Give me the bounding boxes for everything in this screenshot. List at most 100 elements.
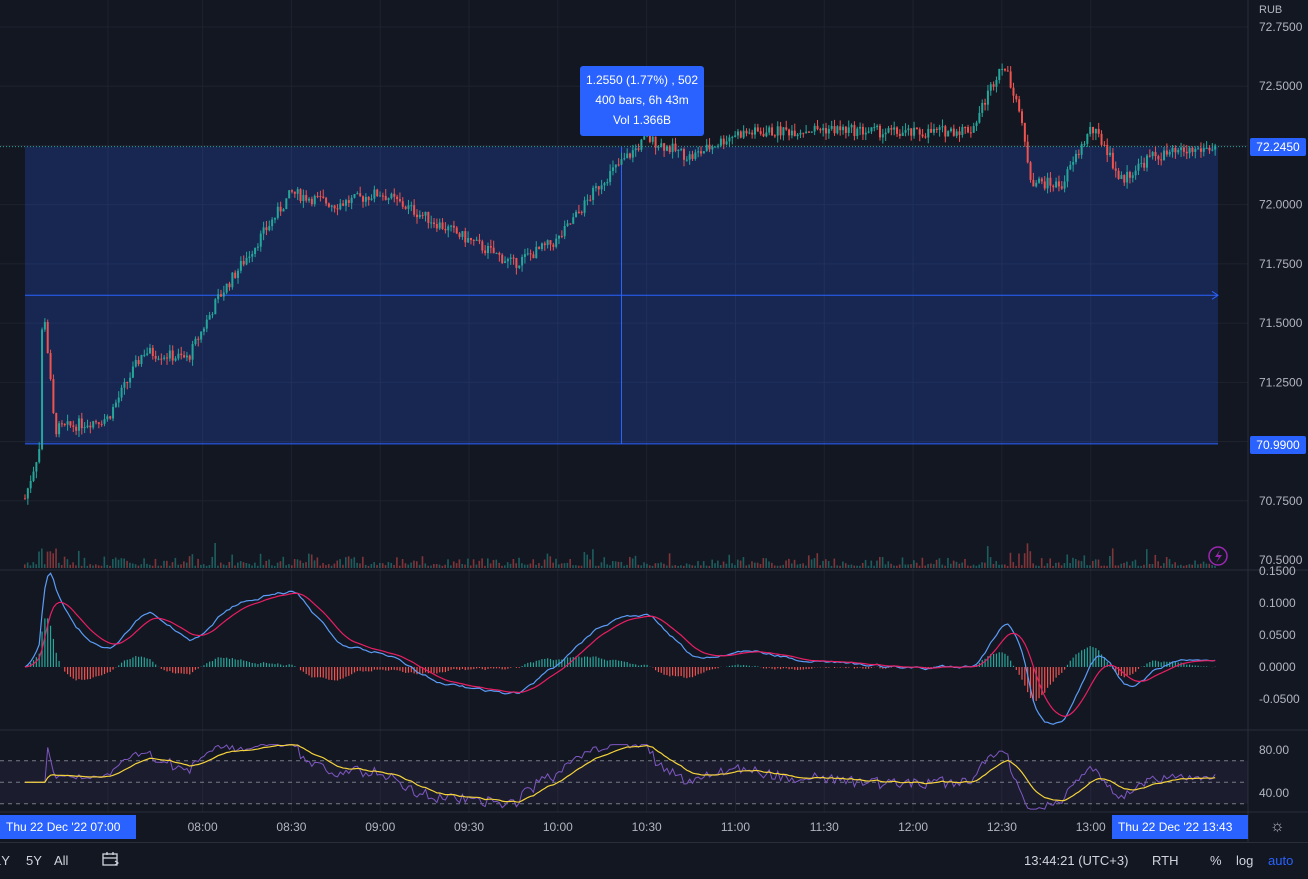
date-range-calendar-icon[interactable] <box>102 851 120 870</box>
volume-bar <box>700 565 702 568</box>
candle-body <box>43 322 46 330</box>
volume-bar <box>626 564 628 568</box>
candle-body <box>822 128 825 131</box>
candle-body <box>501 254 504 263</box>
volume-bar <box>1145 549 1148 568</box>
candle-body <box>1123 175 1126 183</box>
candle-body <box>543 243 546 246</box>
settings-gear-icon[interactable]: ☼ <box>1270 818 1285 835</box>
volume-bar <box>685 563 688 568</box>
candle-body <box>339 203 342 210</box>
candle-body <box>1052 185 1055 188</box>
percent-scale-toggle[interactable]: % <box>1210 853 1222 868</box>
time-tick-label: 10:00 <box>543 820 573 834</box>
volume-bar <box>316 557 319 568</box>
volume-bar <box>427 565 429 568</box>
volume-bar <box>805 565 807 568</box>
volume-bar <box>134 564 137 568</box>
candle-body <box>296 189 299 194</box>
candle-body <box>1120 175 1123 179</box>
volume-bar <box>1188 564 1191 568</box>
candle-body <box>427 211 430 223</box>
candle-body <box>148 347 151 354</box>
candle-body <box>1038 178 1041 183</box>
range-all[interactable]: All <box>54 853 69 868</box>
candle-body <box>1177 149 1180 153</box>
volume-bar <box>117 559 120 568</box>
candle-body <box>1092 126 1095 134</box>
session-toggle[interactable]: RTH <box>1152 853 1179 868</box>
candle-body <box>1191 147 1194 152</box>
candle-body <box>376 189 379 197</box>
price-range-measure[interactable] <box>0 146 1248 445</box>
volume-bar <box>532 559 535 568</box>
candle-body <box>580 211 583 213</box>
candle-body <box>643 136 646 140</box>
volume-bar <box>830 565 833 568</box>
candle-body <box>1180 147 1183 150</box>
candle-body <box>367 196 370 200</box>
time-axis[interactable]: 07:2808:0008:3009:0009:3010:0010:3011:00… <box>93 820 1106 834</box>
price-axis[interactable]: 72.7500 72.5000 72.0000 71.7500 71.5000 71.25… <box>1259 20 1303 800</box>
candle-body <box>46 322 49 354</box>
candle-body <box>1089 126 1092 135</box>
volume-bar <box>1021 565 1023 568</box>
volume-bar <box>376 564 378 568</box>
volume-bar <box>975 565 978 568</box>
candle-body <box>569 223 572 225</box>
candle-body <box>1160 159 1163 161</box>
candle-body <box>938 127 941 130</box>
volume-bar <box>1174 562 1176 568</box>
candle-body <box>234 272 237 278</box>
macd-signal-line <box>24 592 1216 717</box>
candle-body <box>504 261 507 263</box>
volume-bar <box>773 565 776 568</box>
volume-bar <box>566 562 569 568</box>
candle-body <box>978 112 981 123</box>
candle-body <box>967 127 970 133</box>
volume-bar <box>515 563 518 568</box>
candle-body <box>728 137 731 142</box>
volume-bar <box>461 564 464 568</box>
candle-body <box>293 191 296 194</box>
candle-body <box>160 358 163 360</box>
volume-bar <box>702 561 705 568</box>
candle-body <box>629 153 632 158</box>
volume-bar <box>41 548 43 568</box>
candle-body <box>790 130 793 136</box>
range-5y[interactable]: 5Y <box>26 853 42 868</box>
candle-body <box>268 226 271 231</box>
candle-body <box>1214 145 1217 150</box>
volume-bar <box>80 565 83 568</box>
volume-bar <box>992 563 995 568</box>
clock-readout[interactable]: 13:44:21 (UTC+3) <box>1024 853 1129 868</box>
candle-body <box>685 159 688 161</box>
auto-scale-toggle[interactable]: auto <box>1268 853 1294 868</box>
candle-body <box>535 246 538 259</box>
volume-bar <box>967 565 969 568</box>
volume-bar <box>623 565 625 568</box>
log-scale-toggle[interactable]: log <box>1236 853 1254 868</box>
volume-bar <box>154 558 157 568</box>
price-tick-label: 72.0000 <box>1259 198 1303 212</box>
candle-body <box>1106 144 1109 155</box>
volume-bar <box>969 565 972 568</box>
volume-bar <box>759 563 762 568</box>
candle-body <box>1126 171 1129 183</box>
candle-body <box>1182 147 1185 152</box>
volume-bar <box>234 565 236 568</box>
volume-bar <box>1077 560 1080 568</box>
volume-bar <box>1117 565 1120 568</box>
volume-bar <box>646 563 648 568</box>
volume-bar <box>714 563 716 568</box>
range-1y[interactable]: 1Y <box>0 853 10 868</box>
candle-body <box>844 126 847 133</box>
volume-bar <box>492 559 495 568</box>
candle-body <box>1018 99 1021 112</box>
volume-bar <box>748 564 750 568</box>
candle-body <box>1154 152 1157 157</box>
volume-bar <box>282 556 285 568</box>
candle-body <box>26 488 29 499</box>
volume-bar <box>762 558 765 568</box>
